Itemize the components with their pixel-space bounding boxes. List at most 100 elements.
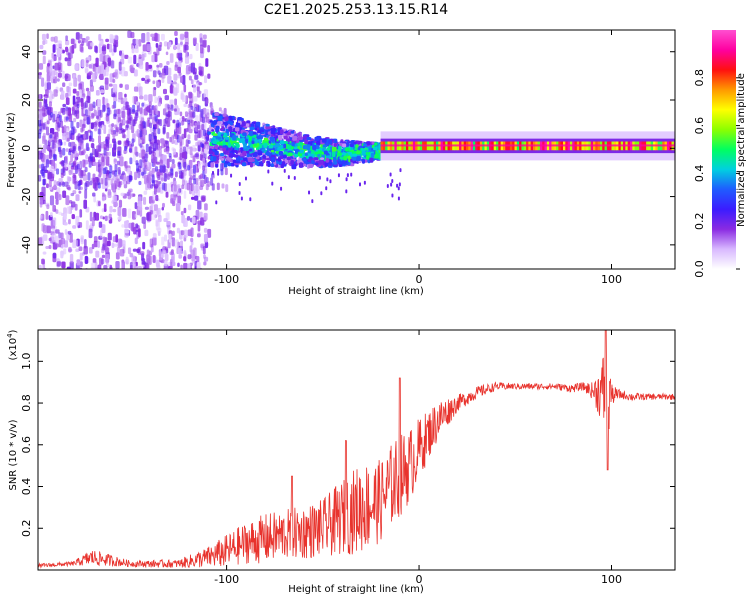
heatmap-cell [249,126,255,131]
heatmap-cell [111,123,115,128]
heatmap-cell [188,108,192,118]
heatmap-cell [278,151,284,156]
heatmap-cell [202,246,206,255]
heatmap-cell [131,47,135,54]
heatmap-cell [79,119,83,128]
heatmap-cell [201,196,206,203]
heatmap-cell [163,260,168,267]
heatmap-cell [266,157,271,161]
heatmap-cell [357,146,361,152]
heatmap-cell [68,52,73,59]
heatmap-cell [374,153,379,159]
heatmap-cell [221,126,225,130]
heatmap-cell [146,177,150,183]
heatmap-cell [184,111,188,118]
heatmap-cell [101,46,106,52]
heatmap-cell [61,49,65,54]
heatmap-cell [50,212,53,218]
heatmap-cell [217,115,223,121]
colorbar: 0.0 0.2 0.4 0.6 0.8 Normalized spectral ampl… [693,30,747,278]
heatmap-cell [308,190,311,195]
heatmap-cell [345,189,348,194]
heatmap-cell [67,177,72,182]
heatmap-cell [42,132,46,142]
heatmap-cell [102,167,106,174]
heatmap-cell [52,204,56,212]
heatmap-cell [91,217,95,227]
heatmap-cell [53,89,58,97]
heatmap-cell [222,147,227,152]
x-tick-label: 0 [416,273,423,286]
heatmap-cell [159,41,163,47]
heatmap-cell [142,260,146,265]
heatmap-cell [101,156,105,163]
heatmap-cell [363,180,366,185]
heatmap-cell [119,83,123,88]
heatmap-cell [102,104,106,113]
heatmap-cell [122,208,127,217]
heatmap-cell [242,132,247,136]
heatmap-cell [120,127,124,134]
heatmap-cell [84,166,88,173]
heatmap-cell [232,159,237,164]
heatmap-cell [137,57,142,68]
heatmap-cell [284,141,289,145]
heatmap-cell [126,167,131,174]
heatmap-cell [105,257,109,265]
spectrogram-panel: -100 0 100 -40 -20 0 20 40 Height of straight … [6,29,676,297]
heatmap-cell [91,262,96,269]
heatmap-cell [152,86,157,97]
heatmap-cell [46,145,50,152]
heatmap-cell [267,161,271,167]
heatmap-cell [169,251,174,256]
heatmap-cell [146,43,151,52]
heatmap-cell [55,71,59,78]
heatmap-cell [205,183,209,191]
heatmap-cell [166,183,171,193]
heatmap-cell [138,180,142,186]
heatmap-cell [114,164,118,173]
heatmap-cell [102,216,105,220]
heatmap-cell [132,96,137,104]
heatmap-cell [82,159,86,168]
heatmap-cell [202,157,206,168]
heatmap-cell [91,143,95,148]
heatmap-cell [163,182,167,192]
heatmap-cell [48,237,52,242]
heatmap-cell [280,144,284,150]
heatmap-cell [190,105,194,110]
heatmap-cell [108,213,112,219]
heatmap-cell [156,81,160,89]
heatmap-cell [185,139,189,147]
heatmap-cell [58,182,62,187]
heatmap-cell [223,162,228,168]
y-tick-label: 1.0 [20,353,33,371]
heatmap-cell [41,169,45,177]
x-tick-label: -100 [214,573,239,586]
heatmap-cell [134,213,138,218]
colorbar-tick-label: 0.4 [693,165,706,183]
heatmap-cell [92,72,97,83]
heatmap-cell [162,154,167,165]
heatmap-cell [144,153,148,163]
heatmap-cell [333,161,338,165]
heatmap-cell [103,264,108,269]
heatmap-cell [48,244,52,250]
heatmap-cell [76,121,80,129]
heatmap-cell [203,227,208,233]
heatmap-cell [283,168,286,173]
heatmap-cell [397,186,400,191]
heatmap-cell [38,144,42,149]
heatmap-cell [138,152,142,158]
heatmap-cell [91,138,95,143]
heatmap-cell [306,144,311,148]
heatmap-cell [253,151,258,157]
heatmap-cell [95,212,100,221]
heatmap-cell [135,109,139,117]
heatmap-cell [200,179,205,187]
heatmap-cell [178,52,183,61]
heatmap-cell [248,131,254,136]
heatmap-cell [183,207,187,214]
heatmap-cell [210,155,214,162]
heatmap-cell [292,135,298,141]
